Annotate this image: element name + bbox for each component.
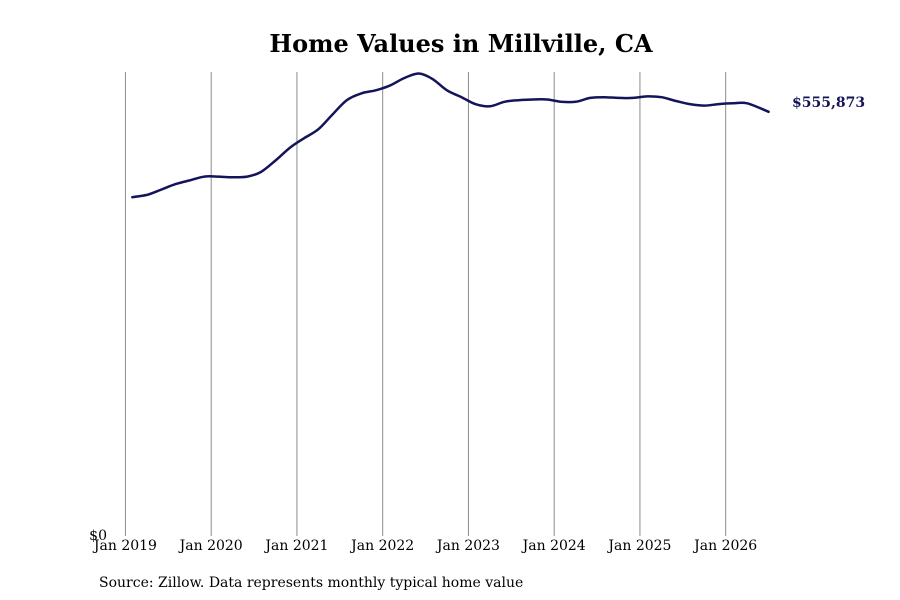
x-tick-label-3: Jan 2022 <box>349 538 414 554</box>
end-value-label: $555,873 <box>792 95 865 111</box>
grid-lines <box>124 72 727 536</box>
x-tick-label-1: Jan 2020 <box>178 538 243 554</box>
x-tick-label-6: Jan 2025 <box>606 538 671 554</box>
x-tick-label-4: Jan 2023 <box>435 538 500 554</box>
source-note: Source: Zillow. Data represents monthly … <box>99 575 523 591</box>
y-tick-label-zero: $0 <box>89 528 107 544</box>
x-tick-labels: Jan 2019 Jan 2020 Jan 2021 Jan 2022 Jan 2023… <box>92 538 757 554</box>
x-tick-label-0: Jan 2019 <box>92 538 157 554</box>
chart-title: Home Values in Millville, CA <box>269 29 653 58</box>
x-tick-label-2: Jan 2021 <box>263 538 328 554</box>
x-tick-label-7: Jan 2026 <box>692 538 757 554</box>
series-line <box>131 72 770 199</box>
x-tick-label-5: Jan 2024 <box>521 538 586 554</box>
